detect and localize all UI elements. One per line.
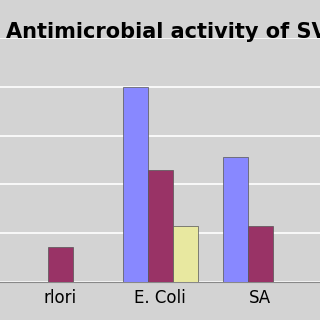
Bar — [148, 171, 172, 282]
Bar — [47, 247, 73, 282]
Bar — [172, 226, 197, 282]
Bar — [247, 226, 273, 282]
Bar — [222, 156, 247, 282]
Bar — [123, 87, 148, 282]
Text: Antimicrobial activity of SV-: Antimicrobial activity of SV- — [6, 22, 320, 42]
